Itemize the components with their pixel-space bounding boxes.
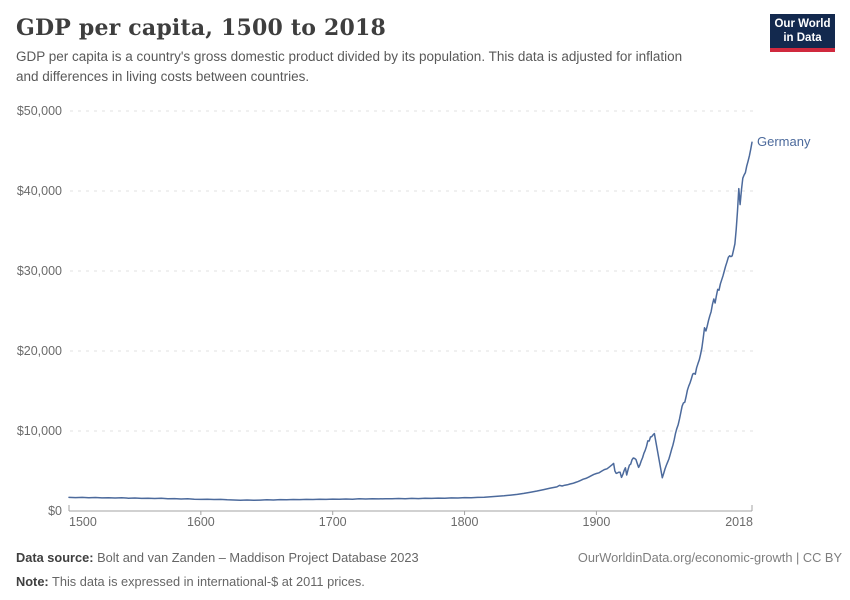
line-chart: $0 $10,000 $20,000 $30,000 $40,000 $50,000 150…	[17, 104, 811, 529]
owid-logo-box: Our World in Data	[770, 14, 835, 48]
chart-header: GDP per capita, 1500 to 2018 GDP per cap…	[16, 0, 836, 86]
y-axis-tick-label: $0	[48, 504, 62, 518]
note-text: This data is expressed in international-…	[48, 573, 365, 589]
y-axis-tick-label: $10,000	[17, 424, 62, 438]
note-line: Note: This data is expressed in internat…	[16, 572, 834, 592]
owid-logo-line1: Our World	[774, 17, 831, 30]
x-axis-tick-label: 2018	[725, 515, 753, 529]
y-axis-tick-label: $50,000	[17, 104, 62, 118]
x-axis-tick-label: 1900	[583, 515, 611, 529]
note-label: Note:	[16, 573, 49, 589]
chart-subtitle-line1: GDP per capita is a country's gross dome…	[16, 49, 683, 65]
page-title: GDP per capita, 1500 to 2018	[16, 15, 387, 41]
y-axis-tick-label: $40,000	[17, 184, 62, 198]
x-axis-tick-label: 1700	[319, 515, 347, 529]
x-axis-tick-label: 1600	[187, 515, 215, 529]
y-axis-tick-label: $30,000	[17, 264, 62, 278]
data-source-line: Data source: Bolt and van Zanden – Maddi…	[16, 548, 834, 568]
chart-subtitle: GDP per capita is a country's gross dome…	[16, 47, 836, 85]
x-axis-tick-label: 1500	[69, 515, 97, 529]
chart-footer: Data source: Bolt and van Zanden – Maddi…	[16, 548, 834, 596]
series-line-germany	[68, 141, 753, 502]
x-axis-tick-label: 1800	[451, 515, 479, 529]
chart-subtitle-line2: and differences in living costs between …	[16, 68, 310, 84]
data-source-text: Bolt and van Zanden – Maddison Project D…	[93, 550, 419, 565]
owid-logo-line2: in Data	[783, 32, 822, 44]
data-source-label: Data source:	[16, 550, 94, 565]
entity-label: Germany	[757, 134, 811, 149]
owid-credit-link[interactable]: OurWorldinData.org/economic-growth | CC …	[577, 550, 842, 565]
owid-logo-accent-bar	[770, 48, 835, 52]
owid-logo[interactable]: Our World in Data	[770, 14, 835, 52]
y-axis-tick-label: $20,000	[17, 344, 62, 358]
